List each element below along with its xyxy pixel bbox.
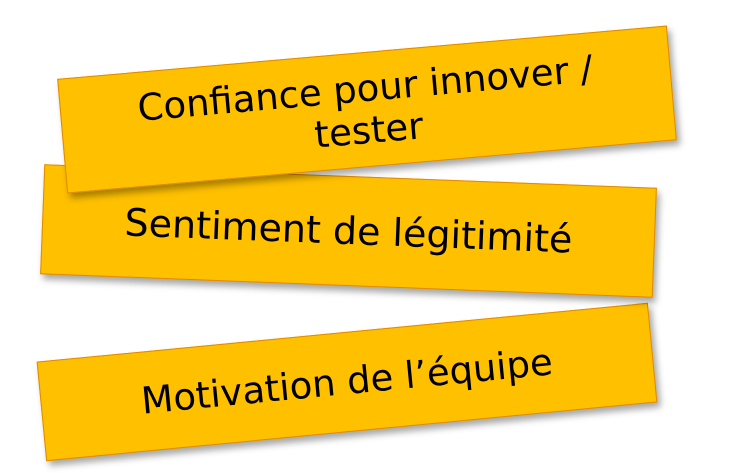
banner-motivation: Motivation de l’équipe xyxy=(36,302,658,462)
banner-legitimite-label: Sentiment de légitimité xyxy=(123,200,574,262)
banner-confiance: Confiance pour innover / tester xyxy=(57,25,677,194)
banner-motivation-label: Motivation de l’équipe xyxy=(139,340,555,423)
banner-confiance-label: Confiance pour innover / tester xyxy=(135,46,595,157)
